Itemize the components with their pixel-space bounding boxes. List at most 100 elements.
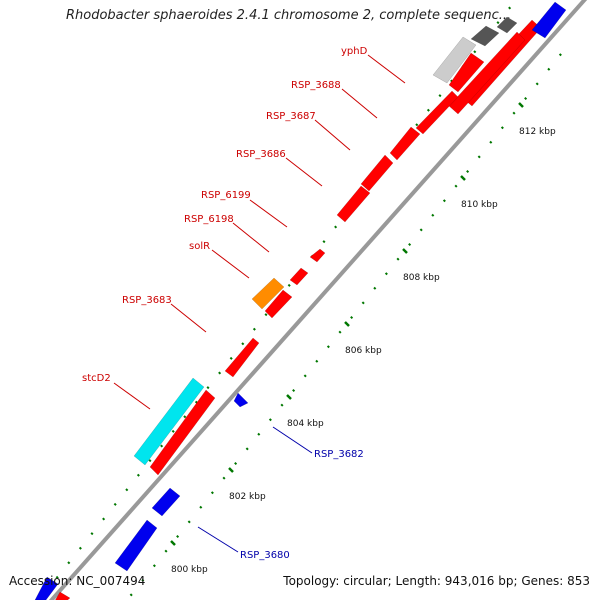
leader-line <box>211 249 250 279</box>
minor-tick <box>199 505 203 509</box>
kbp-label-812: 812 kbp <box>519 127 556 137</box>
gene-label-solR[interactable]: solR <box>189 241 210 252</box>
minor-tick <box>454 184 458 188</box>
minor-tick <box>206 386 210 390</box>
minor-tick <box>512 111 516 115</box>
feature-box-dark-2[interactable] <box>496 16 518 34</box>
gene-arrow-stcD2[interactable] <box>149 389 216 476</box>
minor-tick <box>334 225 338 229</box>
minor-tick <box>234 461 238 466</box>
kbp-major-tick <box>518 102 524 108</box>
gene-arrow-rsp-3686[interactable] <box>360 154 394 192</box>
minor-tick <box>477 155 481 159</box>
gene-arrow-rsp-3679b[interactable] <box>34 576 59 600</box>
gene-arrow-highlight[interactable] <box>251 277 285 310</box>
gene-arrow-rsp-3690[interactable] <box>531 1 567 39</box>
minor-tick <box>373 286 377 290</box>
gene-arrow-rsp-3681[interactable] <box>151 487 181 517</box>
minor-tick <box>183 415 187 419</box>
minor-tick <box>229 356 233 360</box>
gene-label-rsp-3682[interactable]: RSP_3682 <box>314 449 364 460</box>
kbp-label-800: 800 kbp <box>171 565 208 575</box>
minor-tick <box>268 418 272 422</box>
minor-tick <box>408 242 412 247</box>
minor-tick <box>396 257 400 261</box>
minor-tick <box>264 313 268 317</box>
leader-line <box>341 88 378 119</box>
gene-arrow-rsp-3688[interactable] <box>448 52 485 93</box>
minor-tick <box>160 444 164 448</box>
gene-arrow-rsp-3683[interactable] <box>224 337 260 378</box>
gene-arrow-rsp-3682[interactable] <box>233 392 249 408</box>
leader-line <box>170 303 207 333</box>
kbp-major-tick <box>344 321 350 327</box>
minor-tick <box>426 108 430 112</box>
minor-tick <box>102 517 106 521</box>
gene-label-rsp-6199[interactable]: RSP_6199 <box>201 190 251 201</box>
leader-line <box>249 199 288 228</box>
minor-tick <box>384 272 388 276</box>
gene-label-rsp-3687[interactable]: RSP_3687 <box>266 111 316 122</box>
gene-label-rsp-6198[interactable]: RSP_6198 <box>184 214 234 225</box>
minor-tick <box>148 459 152 463</box>
gene-label-stcD2[interactable]: stcD2 <box>82 373 111 384</box>
gene-label-rsp-3686[interactable]: RSP_3686 <box>236 149 286 160</box>
topology-summary: Topology: circular; Length: 943,016 bp; … <box>283 574 590 588</box>
kbp-major-tick <box>460 175 466 181</box>
feature-box-dark[interactable] <box>470 25 500 47</box>
minor-tick <box>55 575 59 579</box>
minor-tick <box>508 6 512 10</box>
kbp-scale: 800 kbp 802 kbp 804 kbp 806 kbp 808 kbp 810 k… <box>170 102 556 575</box>
minor-tick <box>489 140 493 144</box>
gene-arrow-rsp-3680[interactable] <box>114 519 158 572</box>
minor-tick <box>136 473 140 477</box>
minor-tick <box>535 82 539 86</box>
kbp-major-tick <box>228 467 234 473</box>
minor-tick <box>292 388 296 393</box>
minor-tick <box>442 199 446 203</box>
kbp-label-806: 806 kbp <box>345 346 382 356</box>
minor-tick <box>78 546 82 550</box>
minor-tick <box>90 532 94 536</box>
map-title: Rhodobacter sphaeroides 2.4.1 chromosome… <box>66 8 512 23</box>
minor-tick <box>241 342 245 346</box>
gene-arrow-rsp-3687[interactable] <box>389 126 421 161</box>
minor-tick <box>415 123 419 127</box>
minor-tick <box>287 283 291 287</box>
leader-line <box>314 119 351 151</box>
gene-arrow-rsp-3686b[interactable] <box>336 185 371 223</box>
minor-tick <box>164 549 168 553</box>
minor-tick <box>222 476 226 480</box>
gene-arrow-solR[interactable] <box>264 289 293 319</box>
gene-label-yphD[interactable]: yphD <box>341 46 368 57</box>
gene-arrow-rsp-3679[interactable] <box>53 591 71 600</box>
feature-box-grey[interactable] <box>432 36 477 84</box>
minor-tick <box>257 432 261 436</box>
rna-feature-box[interactable] <box>133 377 205 466</box>
leader-line <box>272 426 313 454</box>
minor-tick <box>547 67 551 71</box>
gene-arrow-rsp-6198[interactable] <box>289 267 309 286</box>
kbp-label-808: 808 kbp <box>403 273 440 283</box>
minor-tick <box>350 315 354 320</box>
leader-line <box>367 54 406 84</box>
leader-line <box>113 382 151 410</box>
gene-arrow-yphD[interactable] <box>448 31 526 115</box>
gene-arrow-rsp-3688b[interactable] <box>415 90 459 135</box>
chromosome-backbone <box>48 0 588 600</box>
gene-arrow-rsp-6199[interactable] <box>309 248 326 263</box>
minor-tick <box>466 169 470 174</box>
minor-tick <box>280 403 284 407</box>
gene-label-rsp-3683[interactable]: RSP_3683 <box>122 295 172 306</box>
minor-tick <box>218 371 222 375</box>
minor-tick <box>315 359 319 363</box>
minor-tick <box>438 94 442 98</box>
minor-tick <box>113 502 117 506</box>
kbp-label-804: 804 kbp <box>287 419 324 429</box>
accession-text: Accession: NC_007494 <box>9 574 146 588</box>
gene-label-rsp-3680[interactable]: RSP_3680 <box>240 550 290 561</box>
minor-tick <box>187 520 191 524</box>
gene-label-rsp-3688[interactable]: RSP_3688 <box>291 80 341 91</box>
